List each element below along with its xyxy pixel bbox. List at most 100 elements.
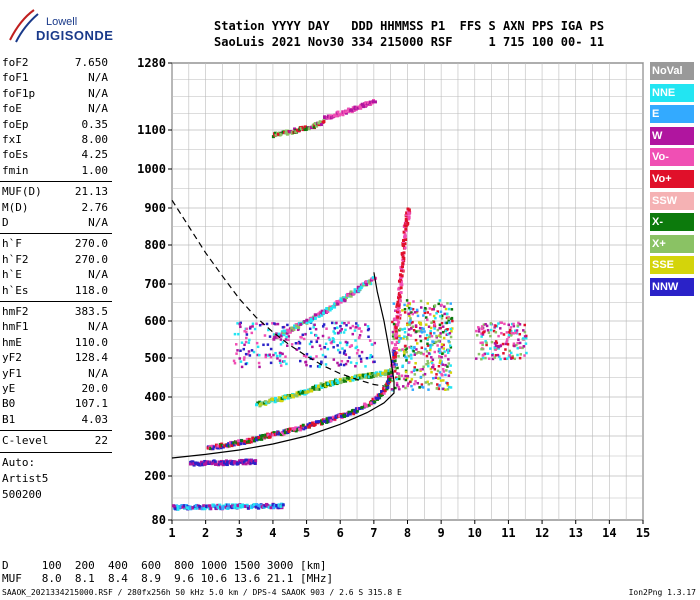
echo-dot: [239, 321, 242, 325]
trace-dot: [395, 310, 399, 314]
echo-dot: [294, 342, 298, 345]
echo-dot: [357, 327, 361, 330]
trace-dot: [318, 310, 322, 314]
trace-dot: [356, 106, 360, 110]
echo-dot: [318, 365, 321, 369]
echo-dot: [337, 364, 341, 367]
trace-dot: [286, 396, 290, 400]
trace-dot: [299, 126, 303, 130]
echo-dot: [311, 357, 315, 361]
echo-dot: [319, 347, 323, 351]
legend-item-vo-: Vo-: [650, 148, 694, 167]
echo-dot: [494, 330, 498, 334]
echo-dot: [425, 350, 429, 353]
echo-dot: [360, 350, 364, 354]
param-label: h`F2: [2, 252, 29, 266]
echo-dot: [415, 311, 419, 314]
echo-dot: [420, 385, 423, 388]
trace-dot: [290, 130, 294, 134]
echo-dot: [290, 343, 294, 346]
echo-dot: [344, 362, 348, 366]
echo-dot: [413, 382, 416, 386]
trace-dot: [352, 412, 356, 416]
trace-dot: [227, 506, 231, 510]
trace-dot: [373, 400, 377, 404]
echo-dot: [358, 334, 362, 337]
trace-dot: [303, 125, 307, 129]
trace-dot: [216, 503, 220, 507]
echo-dot: [515, 329, 519, 332]
echo-dot: [436, 383, 439, 386]
trace-dot: [365, 375, 369, 379]
param-row: h`E N/A: [2, 268, 108, 284]
x-tick-label: 8: [404, 526, 411, 540]
echo-dot: [344, 328, 347, 332]
echo-dot: [413, 353, 416, 356]
echo-dot: [447, 316, 450, 319]
echo-dot: [504, 357, 508, 361]
trace-dot: [218, 503, 222, 507]
param-label: MUF(D): [2, 185, 42, 199]
echo-dot: [445, 369, 448, 372]
trace-dot: [313, 316, 317, 320]
echo-dot: [245, 327, 248, 331]
trace-dot: [362, 374, 366, 378]
param-label: B1: [2, 412, 16, 426]
echo-dot: [403, 311, 407, 314]
trace-dot: [240, 439, 244, 443]
echo-dot: [426, 338, 429, 341]
echo-dot: [441, 352, 444, 356]
echo-dot: [441, 330, 445, 334]
echo-dot: [430, 361, 434, 365]
echo-dot: [485, 324, 489, 328]
echo-dot: [477, 327, 481, 331]
echo-dot: [432, 308, 436, 311]
trace-dot: [266, 433, 270, 437]
logo-line1: Lowell: [46, 16, 78, 28]
trace-dot: [276, 398, 280, 402]
trace-dot: [405, 211, 409, 215]
echo-dot: [440, 346, 444, 349]
echo-dot: [404, 386, 407, 390]
trace-dot: [242, 460, 246, 464]
trace-dot: [310, 389, 314, 393]
echo-dot: [431, 358, 435, 362]
echo-dot: [425, 323, 428, 326]
param-divider: [0, 430, 112, 432]
echo-dot: [390, 379, 394, 383]
echo-dot: [422, 365, 425, 369]
echo-dot: [446, 327, 449, 331]
echo-dot: [426, 364, 430, 368]
echo-dot: [426, 302, 430, 305]
echo-dot: [411, 320, 414, 324]
echo-dot: [450, 308, 454, 311]
echo-dot: [273, 322, 276, 325]
trace-dot: [340, 298, 344, 302]
trace-dot: [294, 325, 298, 329]
echo-dot: [480, 357, 483, 361]
echo-dot: [448, 344, 452, 347]
param-label: foF1: [2, 71, 29, 85]
trace-dot: [370, 372, 374, 376]
echo-dot: [446, 302, 449, 305]
echo-dot: [354, 339, 357, 342]
trace-dot: [222, 461, 226, 465]
echo-dot: [481, 331, 485, 334]
echo-dot: [406, 304, 409, 307]
param-value: 0.35: [81, 117, 109, 131]
trace-dot: [356, 377, 360, 381]
trace-dot: [211, 447, 215, 451]
echo-dot: [439, 379, 443, 382]
trace-dot: [239, 458, 243, 462]
x-tick-label: 10: [468, 526, 482, 540]
header-row2: SaoLuis 2021 Nov30 334 215000 RSF 1 715 …: [214, 35, 605, 49]
param-divider: [0, 181, 112, 183]
trace-dot: [343, 376, 347, 380]
trace-dot: [282, 329, 286, 333]
trace-dot: [329, 307, 333, 311]
param-value: N/A: [88, 320, 108, 334]
trace-dot: [344, 111, 348, 115]
param-value: 383.5: [74, 305, 108, 318]
echo-dot: [440, 356, 443, 359]
trace-dot: [392, 352, 396, 356]
